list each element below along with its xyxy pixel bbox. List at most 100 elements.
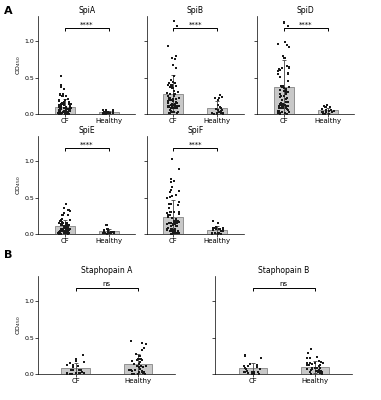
Point [219,107,225,113]
Point [110,109,116,116]
Point [58,221,64,228]
Point [251,368,257,375]
Point [170,156,176,162]
Point [214,110,220,116]
Point [57,110,63,116]
Point [214,111,220,117]
Point [215,102,221,108]
Point [66,228,72,234]
Point [56,110,62,116]
Point [167,209,173,215]
Point [220,110,226,116]
Point [67,108,73,114]
Point [174,110,180,116]
Title: SpiD: SpiD [297,6,315,15]
Point [168,179,174,186]
Point [170,84,176,91]
Point [219,111,226,117]
Point [319,369,325,375]
Point [169,226,175,232]
Point [254,364,260,370]
Point [58,226,64,233]
Point [165,100,171,106]
Point [277,67,283,74]
Point [243,366,249,372]
Point [55,230,61,237]
Point [176,102,182,109]
Point [213,105,219,112]
Point [247,361,253,367]
Point [59,101,65,107]
Point [174,218,181,225]
Point [62,111,69,117]
Point [211,110,217,117]
Point [100,107,106,114]
Point [258,355,264,362]
Point [63,109,69,116]
Point [171,93,177,99]
Point [66,206,72,213]
Point [276,108,282,114]
Point [63,110,69,116]
Point [100,110,106,117]
Point [58,111,64,117]
Point [277,111,283,117]
Point [58,110,64,116]
Point [75,362,81,369]
Point [65,228,71,235]
Text: ****: **** [189,141,202,147]
Point [175,89,181,95]
Point [168,96,174,103]
Point [329,109,335,115]
Point [170,221,176,227]
Point [286,65,292,71]
Point [171,178,177,184]
Point [168,82,174,88]
Bar [163,94,183,114]
Point [168,230,174,237]
Point [216,225,223,232]
Point [64,362,70,368]
Point [75,367,82,374]
Bar [207,108,227,114]
Point [249,369,255,376]
Point [59,219,65,225]
Point [100,110,106,117]
Title: Staphopain A: Staphopain A [81,266,132,275]
Point [76,370,82,376]
Point [285,98,291,105]
Point [100,230,106,236]
Point [283,105,289,112]
Point [277,74,283,80]
Point [168,226,174,233]
Point [254,362,260,368]
Point [67,371,73,377]
Point [174,223,180,230]
Point [284,106,290,112]
Point [134,357,140,363]
Point [321,103,327,109]
Point [63,110,69,116]
Point [210,218,216,224]
Point [67,106,73,113]
Point [172,226,178,232]
Point [172,91,178,97]
Title: SpiF: SpiF [187,126,203,135]
Point [307,360,313,366]
Point [216,229,222,236]
Point [165,99,171,105]
Point [131,361,137,368]
Point [63,108,69,114]
Point [281,0,287,5]
Bar [318,110,338,114]
Point [277,101,283,108]
Point [100,230,106,236]
Point [165,99,171,106]
Point [58,216,64,223]
Point [172,221,178,228]
Point [129,370,135,377]
Point [170,98,176,104]
Point [245,370,251,376]
Point [173,192,179,199]
Point [173,99,179,106]
